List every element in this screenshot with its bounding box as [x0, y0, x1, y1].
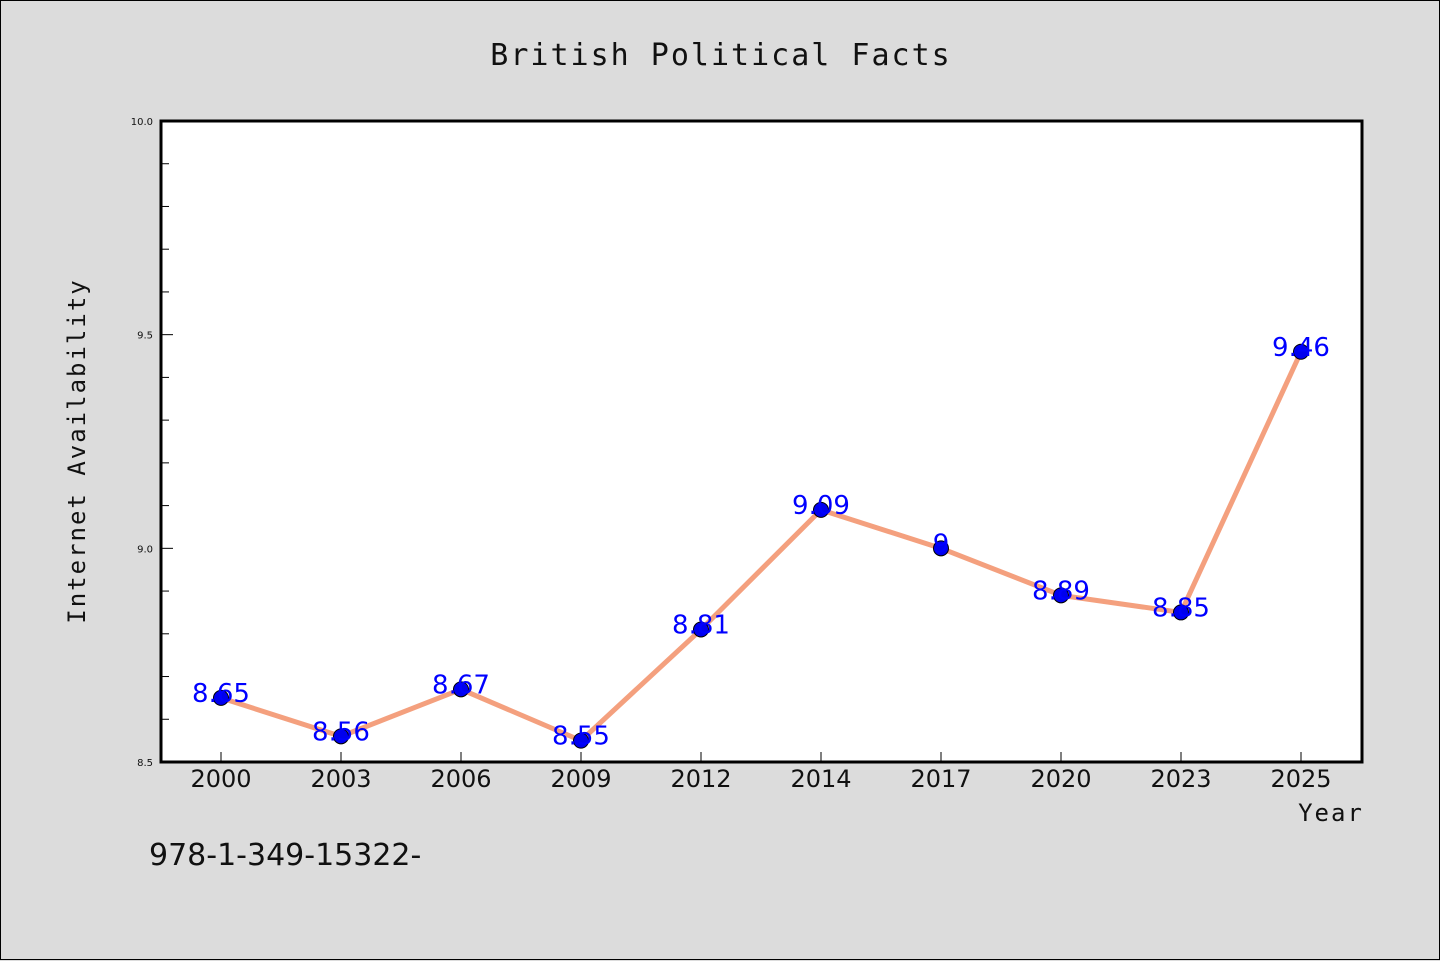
- y-tick-label: 9.0: [137, 544, 153, 555]
- data-point: [1053, 587, 1069, 604]
- x-tick-label: 2014: [790, 765, 851, 793]
- data-label: 8.81: [672, 611, 730, 641]
- x-tick-label: 2025: [1270, 765, 1331, 793]
- x-axis-ticks: 2000 2003 2006 2009 2012 2014 2017 2020 2023 2025: [190, 752, 1332, 793]
- x-axis-label: Year: [1298, 799, 1364, 827]
- data-point: [213, 689, 229, 706]
- x-tick-label: 2000: [190, 765, 251, 793]
- x-tick-label: 2009: [550, 765, 611, 793]
- x-tick-label: 2017: [910, 765, 971, 793]
- data-label: 8.89: [1032, 576, 1090, 606]
- x-tick-label: 2023: [1150, 765, 1211, 793]
- series-markers: [213, 343, 1309, 749]
- data-point: [813, 501, 829, 518]
- data-point: [573, 732, 589, 749]
- plot-area: [159, 119, 1364, 764]
- data-label: 8.85: [1152, 593, 1210, 623]
- y-axis-label: Internet Availability: [63, 278, 91, 623]
- data-label: 9.09: [792, 491, 850, 521]
- data-point: [333, 728, 349, 745]
- data-label: 9: [933, 529, 950, 559]
- series-line-group: [218, 349, 1304, 744]
- y-axis-ticks: 8.5 9.0 9.5 10.0: [131, 117, 173, 769]
- x-tick-label: 2003: [310, 765, 371, 793]
- y-tick-label: 9.5: [137, 331, 153, 342]
- data-labels: 8.65 8.56 8.67 8.55 8.81 9.09 9 8.89 8.85 9.46: [192, 333, 1330, 752]
- chart-title: British Political Facts: [490, 38, 951, 73]
- data-label: 8.67: [432, 670, 490, 700]
- data-label: 9.46: [1272, 333, 1330, 363]
- data-point: [693, 621, 709, 638]
- data-point: [1173, 604, 1189, 621]
- data-point: [933, 540, 949, 557]
- data-label: 8.55: [552, 722, 610, 752]
- y-tick-label: 8.5: [137, 758, 153, 769]
- x-tick-label: 2020: [1030, 765, 1091, 793]
- data-label: 8.65: [192, 679, 250, 709]
- y-tick-label: 10.0: [131, 117, 153, 128]
- series-line: [218, 349, 1304, 744]
- x-tick-label: 2006: [430, 765, 491, 793]
- data-point: [453, 681, 469, 698]
- x-tick-label: 2012: [670, 765, 731, 793]
- data-point: [1293, 343, 1309, 360]
- data-label: 8.56: [312, 717, 370, 747]
- footnote: 978-1-349-15322-: [149, 838, 421, 873]
